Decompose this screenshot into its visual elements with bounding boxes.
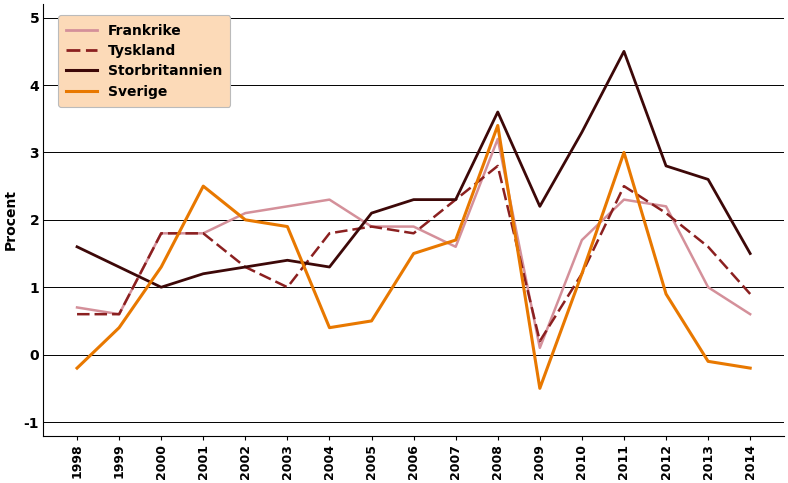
Legend: Frankrike, Tyskland, Storbritannien, Sverige: Frankrike, Tyskland, Storbritannien, Sve…: [58, 15, 230, 107]
Y-axis label: Procent: Procent: [4, 189, 18, 250]
